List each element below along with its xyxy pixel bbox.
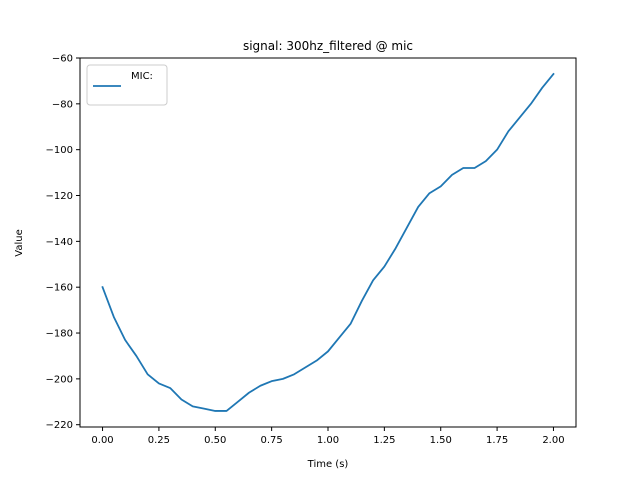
chart-title: signal: 300hz_filtered @ mic — [243, 39, 413, 53]
x-axis: 0.00 0.25 0.50 0.75 1.00 1.25 1.50 1.75 2.00 — [91, 427, 565, 446]
legend: MIC: — [86, 64, 168, 106]
y-tick-label: −160 — [46, 283, 73, 294]
y-tick-label: −100 — [46, 145, 73, 156]
y-tick-label: −180 — [46, 329, 73, 340]
x-tick-label: 1.50 — [430, 435, 452, 446]
legend-label: MIC: — [131, 71, 153, 82]
x-tick-label: 1.75 — [486, 435, 508, 446]
x-tick-label: 1.00 — [317, 435, 339, 446]
y-tick-label: −80 — [52, 99, 73, 110]
y-tick-label: −220 — [46, 420, 73, 431]
y-tick-label: −120 — [46, 191, 73, 202]
legend-box — [86, 64, 168, 106]
y-axis: −220 −200 −180 −160 −140 −120 −100 −80 −60 — [46, 54, 80, 431]
x-tick-label: 0.25 — [148, 435, 170, 446]
x-tick-label: 2.00 — [542, 435, 564, 446]
x-tick-label: 0.00 — [91, 435, 113, 446]
series-line-0 — [101, 72, 555, 412]
y-tick-label: −200 — [46, 374, 73, 385]
y-axis-label: Value — [14, 229, 25, 256]
x-tick-label: 1.25 — [373, 435, 395, 446]
x-tick-label: 0.75 — [261, 435, 283, 446]
x-tick-label: 0.50 — [204, 435, 226, 446]
y-tick-label: −140 — [46, 237, 73, 248]
x-axis-label: Time (s) — [307, 459, 349, 470]
y-tick-label: −60 — [52, 54, 73, 65]
